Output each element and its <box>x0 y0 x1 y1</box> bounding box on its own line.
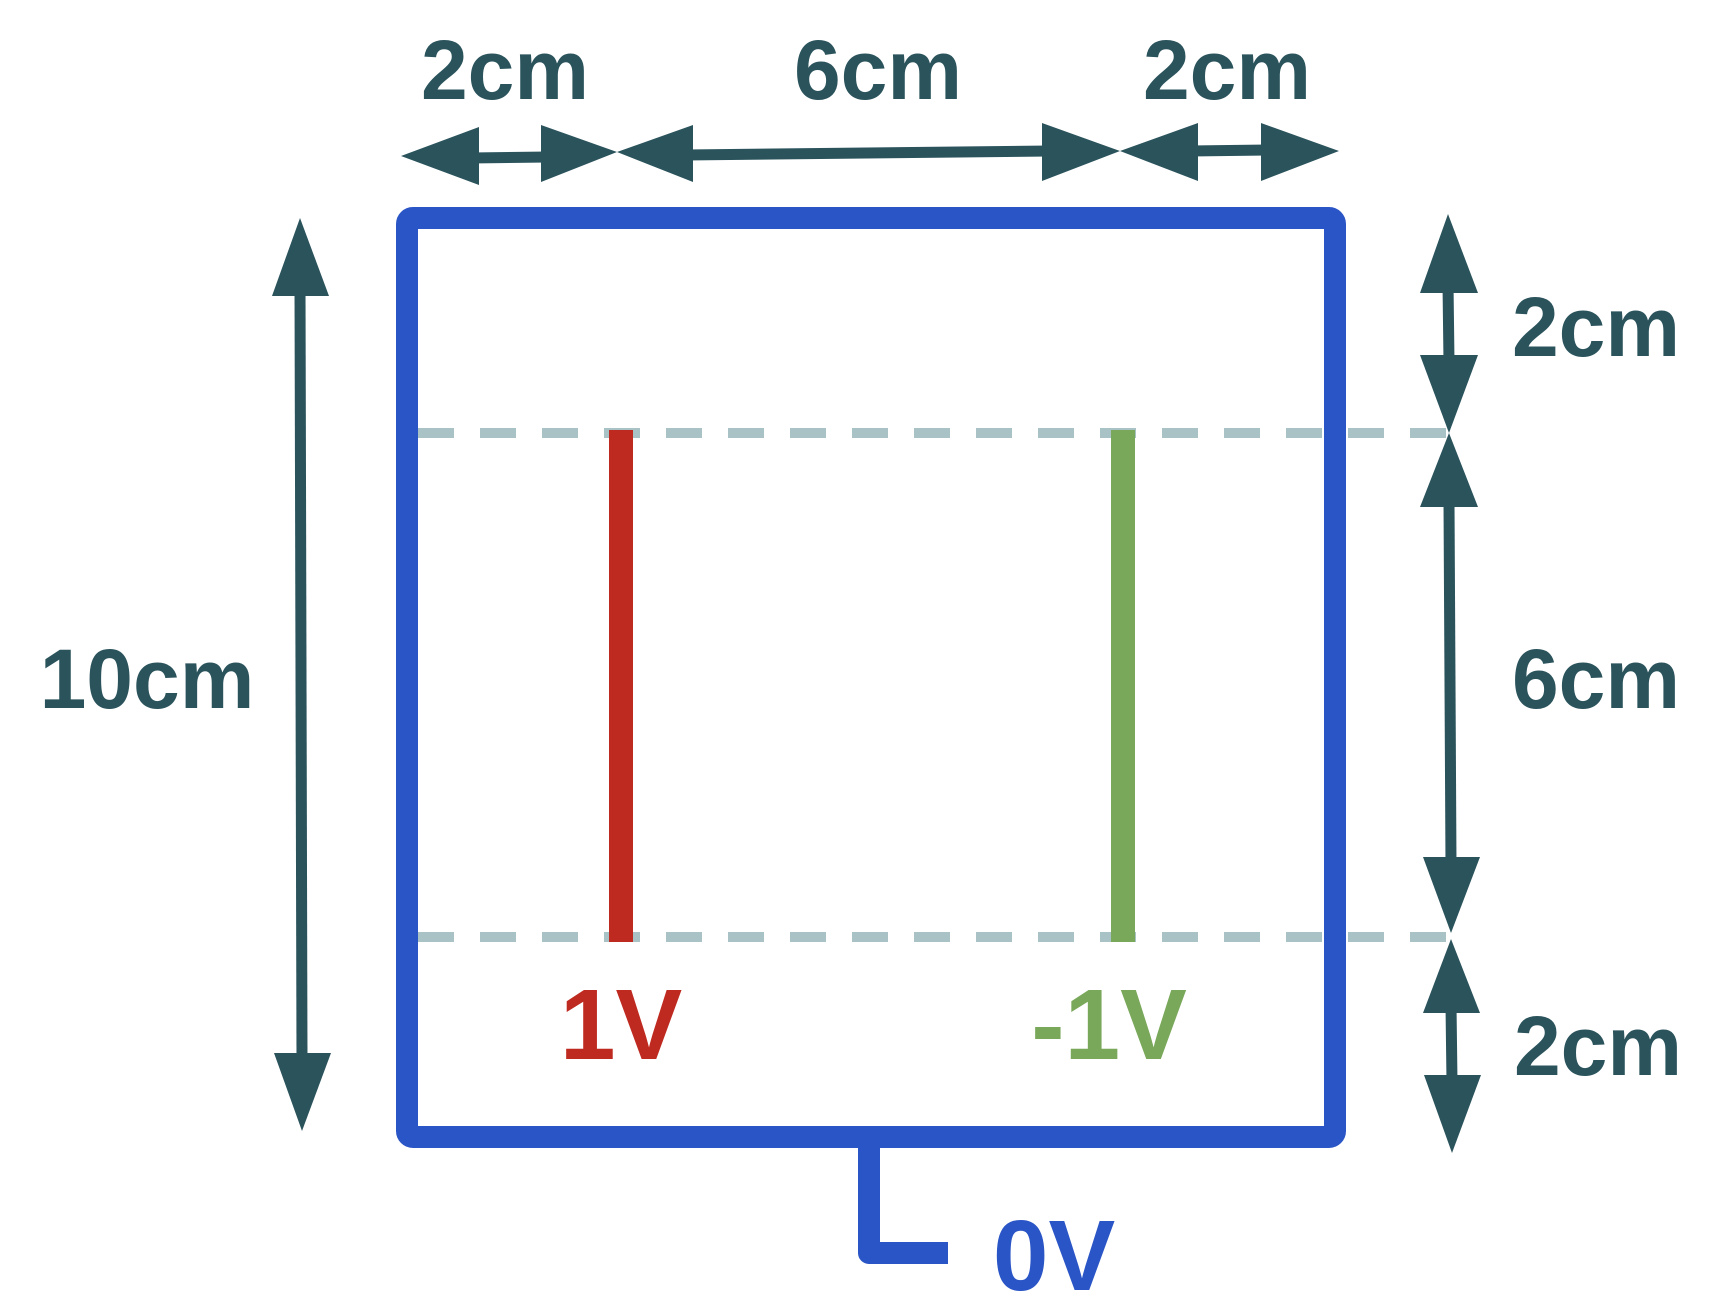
top-left-dimension-label: 2cm <box>421 23 589 117</box>
top-right-dimension-label: 2cm <box>1143 23 1311 117</box>
top-dimension-arrows <box>401 123 1339 185</box>
right-dimension-arrows <box>1420 214 1481 1153</box>
ground-voltage-label: 0V <box>993 1200 1116 1304</box>
left-dimension-arrow <box>272 218 331 1131</box>
outer-box <box>396 207 1346 1148</box>
right-top-dimension-label: 2cm <box>1512 280 1680 374</box>
right-bottom-dimension-label: 2cm <box>1514 999 1682 1093</box>
top-middle-dimension-label: 6cm <box>794 23 962 117</box>
positive-plate-voltage-label: 1V <box>560 969 683 1081</box>
negative-plate-voltage-label: -1V <box>1031 969 1187 1081</box>
right-middle-dimension-label: 6cm <box>1512 632 1680 726</box>
ground-lead <box>858 1137 948 1264</box>
left-dimension-label: 10cm <box>40 632 255 726</box>
